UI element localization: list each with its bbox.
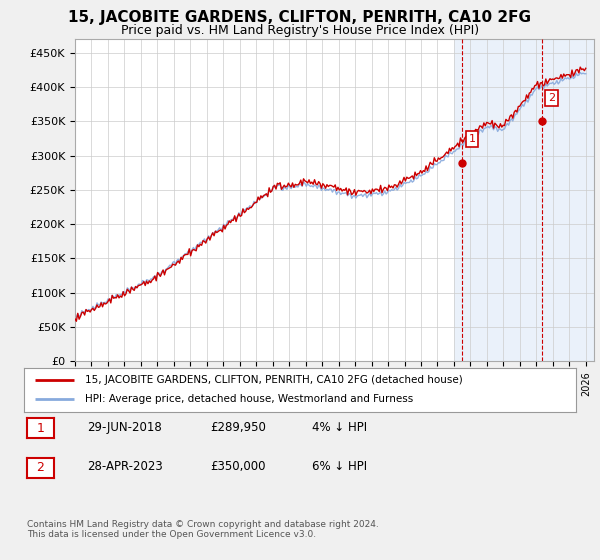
Text: 4% ↓ HPI: 4% ↓ HPI <box>312 421 367 434</box>
Text: £289,950: £289,950 <box>210 421 266 434</box>
Text: 2: 2 <box>37 461 44 474</box>
Text: 6% ↓ HPI: 6% ↓ HPI <box>312 460 367 473</box>
Bar <box>454 39 594 361</box>
Text: Price paid vs. HM Land Registry's House Price Index (HPI): Price paid vs. HM Land Registry's House … <box>121 24 479 36</box>
Text: 1: 1 <box>37 422 44 435</box>
Text: 28-APR-2023: 28-APR-2023 <box>87 460 163 473</box>
Text: 2: 2 <box>548 93 556 103</box>
Text: HPI: Average price, detached house, Westmorland and Furness: HPI: Average price, detached house, West… <box>85 394 413 404</box>
Text: 15, JACOBITE GARDENS, CLIFTON, PENRITH, CA10 2FG (detached house): 15, JACOBITE GARDENS, CLIFTON, PENRITH, … <box>85 375 463 385</box>
Text: Contains HM Land Registry data © Crown copyright and database right 2024.
This d: Contains HM Land Registry data © Crown c… <box>27 520 379 539</box>
Text: £350,000: £350,000 <box>210 460 265 473</box>
Text: 29-JUN-2018: 29-JUN-2018 <box>87 421 162 434</box>
Text: 1: 1 <box>469 134 476 144</box>
Text: 15, JACOBITE GARDENS, CLIFTON, PENRITH, CA10 2FG: 15, JACOBITE GARDENS, CLIFTON, PENRITH, … <box>68 10 532 25</box>
